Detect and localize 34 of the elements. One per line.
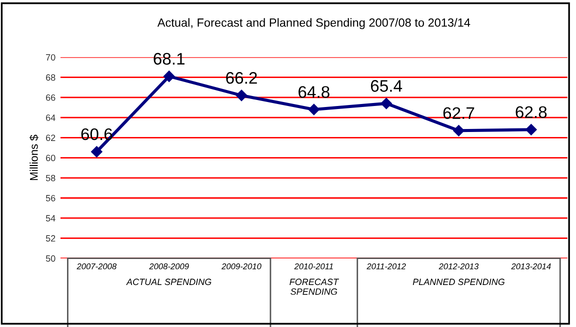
text: PLANNED SPENDING	[412, 278, 505, 286]
y-tick-label: 64	[46, 114, 56, 121]
point	[380, 98, 392, 110]
y-tick-label: 66	[46, 94, 56, 101]
y-tick-label: 52	[46, 235, 56, 242]
x-tick-label: 2008-2009	[149, 263, 189, 270]
text: FORECAST SPENDING	[290, 278, 340, 295]
y-tick-label: 70	[46, 54, 56, 61]
x-tick-label: 2010-2011	[294, 263, 333, 270]
data-label: 65.4	[370, 80, 402, 92]
y-tick-label: 62	[46, 134, 56, 142]
x-tick-label: 2012-2013	[438, 263, 479, 270]
point	[91, 146, 102, 158]
data-label: 64.8	[298, 86, 330, 98]
y-tick-label: 54	[46, 215, 56, 222]
point	[526, 124, 537, 136]
x-tick-label: 2011-2012	[366, 263, 406, 270]
x-tick-label: 2007-2008	[76, 263, 117, 270]
text: ACTUAL SPENDING	[126, 278, 212, 286]
data-label: 62.8	[516, 106, 547, 118]
y-tick-label: 60	[46, 154, 56, 162]
point	[163, 70, 175, 82]
chart-title: Actual, Forecast and Planned Spending 2007/08 to 2013/14	[157, 18, 470, 30]
x-tick-label: 2013-2014	[511, 263, 551, 270]
y-tick-label: 68	[46, 74, 56, 81]
y-tick-label: 58	[46, 174, 56, 182]
x-tick-label: 2009-2010	[222, 263, 262, 270]
point	[308, 104, 320, 116]
data-label: 62.7	[443, 107, 474, 119]
y-axis-title: Millions $	[29, 134, 38, 180]
point	[236, 90, 248, 102]
point	[453, 125, 464, 136]
y-tick-label: 56	[46, 194, 56, 202]
y-tick-label: 50	[46, 255, 56, 262]
